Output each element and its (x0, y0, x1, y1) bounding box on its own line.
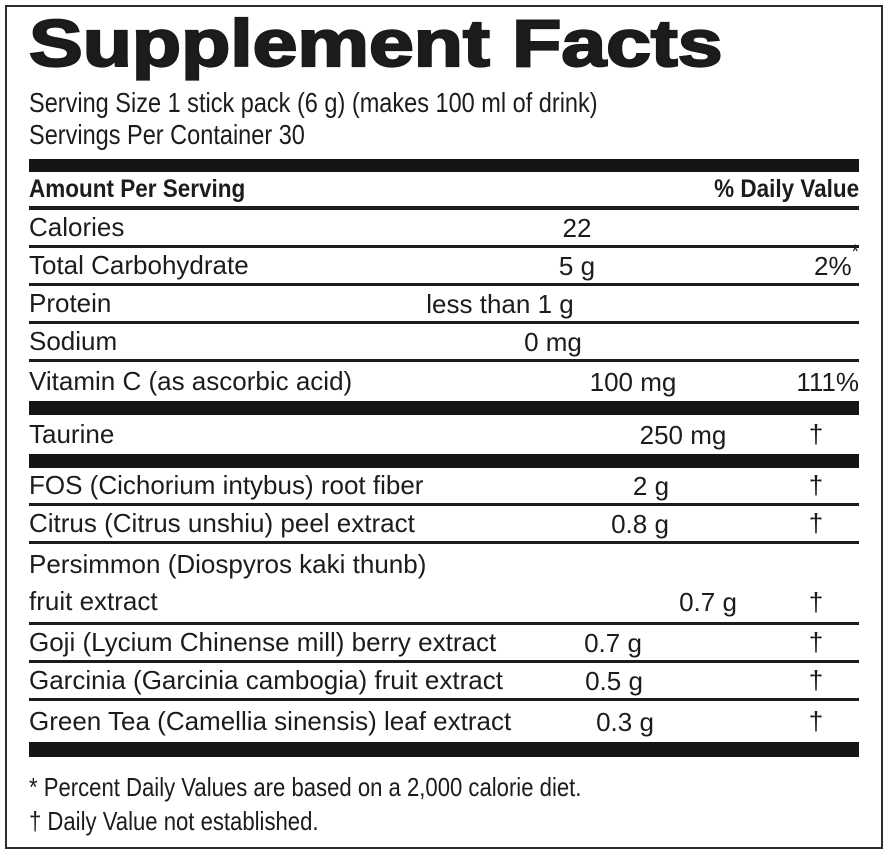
table-row-taurine: Taurine 250 mg † (29, 415, 859, 454)
dagger-mark: † (808, 469, 824, 500)
nutrient-amount: 5 g (558, 250, 596, 281)
nutrient-amount: 250 mg (639, 419, 727, 450)
nutrient-name: Vitamin C (as ascorbic acid) (29, 366, 353, 396)
nutrient-name: Garcinia (Garcinia cambogia) fruit extra… (29, 665, 503, 695)
table-row-fos: FOS (Cichorium intybus) root fiber 2 g † (29, 468, 859, 506)
asterisk-superscript: * (851, 241, 859, 263)
nutrient-name: Goji (Lycium Chinense mill) berry extrac… (29, 627, 497, 657)
table-row-persimmon: Persimmon (Diospyros kaki thunb) fruit e… (29, 544, 859, 625)
nutrient-amount: 0.7 g (679, 587, 737, 617)
nutrient-amount: 0.3 g (596, 706, 654, 737)
nutrient-name: Taurine (29, 419, 115, 449)
footnotes: * Percent Daily Values are based on a 2,… (29, 770, 859, 838)
dagger-mark: † (808, 626, 824, 657)
nutrient-name: Sodium (29, 326, 118, 356)
table-row-total-carbohydrate: Total Carbohydrate 5 g 2%* (29, 241, 859, 286)
amount-per-serving-header: Amount Per Serving (29, 174, 246, 203)
dagger-mark: † (808, 418, 824, 449)
daily-value: 2%* (814, 241, 859, 281)
nutrient-amount: 22 (562, 212, 592, 243)
nutrient-name-line1: Persimmon (Diospyros kaki thunb) (29, 549, 427, 579)
nutrient-name: Protein (29, 288, 112, 318)
nutrient-amount: 0 mg (524, 326, 582, 357)
table-row-goji: Goji (Lycium Chinense mill) berry extrac… (29, 625, 859, 663)
nutrient-name: Calories (29, 212, 125, 242)
table-row-garcinia: Garcinia (Garcinia cambogia) fruit extra… (29, 663, 859, 701)
divider-bar-thick (29, 742, 859, 757)
nutrient-name: Citrus (Citrus unshiu) peel extract (29, 508, 415, 538)
divider-bar-thick (29, 454, 859, 468)
percent-daily-value-header: % Daily Value (713, 174, 859, 203)
nutrient-amount: 2 g (632, 470, 670, 501)
divider-bar-thick (29, 401, 859, 415)
divider-bar-thick (29, 159, 859, 172)
footnote-dagger: † Daily Value not established. (29, 806, 319, 836)
table-row-citrus: Citrus (Citrus unshiu) peel extract 0.8 … (29, 506, 859, 544)
table-row-green-tea: Green Tea (Camellia sinensis) leaf extra… (29, 701, 859, 742)
nutrient-name: Green Tea (Camellia sinensis) leaf extra… (29, 706, 512, 736)
table-row-sodium: Sodium 0 mg (29, 324, 859, 362)
serving-size-text: Serving Size 1 stick pack (6 g) (makes 1… (29, 87, 598, 118)
nutrient-name-line2: fruit extract (29, 586, 158, 616)
nutrient-amount: 0.8 g (611, 508, 669, 539)
nutrient-amount: 100 mg (589, 366, 677, 397)
nutrient-amount: less than 1 g (426, 288, 574, 319)
daily-value: 111% (796, 366, 859, 397)
serving-info: Serving Size 1 stick pack (6 g) (makes 1… (29, 87, 859, 151)
nutrient-amount: 0.7 g (584, 627, 642, 658)
table-row-protein: Protein less than 1 g (29, 286, 859, 324)
nutrient-name: FOS (Cichorium intybus) root fiber (29, 470, 424, 500)
dagger-mark: † (808, 507, 824, 538)
nutrient-name: Total Carbohydrate (29, 250, 249, 280)
table-header-row: Amount Per Serving % Daily Value (29, 172, 859, 210)
footnote-percent-dv: * Percent Daily Values are based on a 2,… (29, 772, 582, 802)
servings-per-container-text: Servings Per Container 30 (29, 119, 305, 150)
nutrient-amount: 0.5 g (585, 665, 643, 696)
dagger-mark: † (808, 705, 824, 736)
table-row-calories: Calories 22 (29, 210, 859, 248)
panel-title: Supplement Facts (28, 6, 724, 80)
table-row-vitamin-c: Vitamin C (as ascorbic acid) 100 mg 111% (29, 362, 859, 401)
supplement-facts-panel: Supplement Facts Serving Size 1 stick pa… (5, 5, 883, 849)
dagger-mark: † (808, 587, 824, 617)
dagger-mark: † (808, 664, 824, 695)
